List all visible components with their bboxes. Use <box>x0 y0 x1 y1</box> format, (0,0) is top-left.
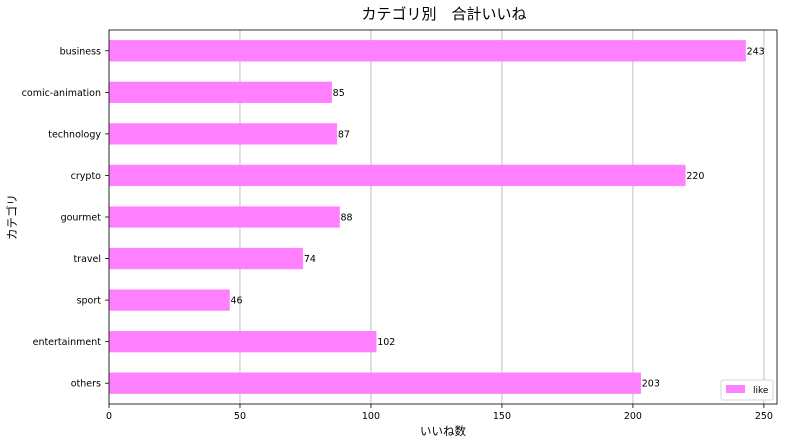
data-label-entertainment: 102 <box>377 337 395 348</box>
bars <box>108 40 746 394</box>
y-tick-label-others: others <box>71 379 101 390</box>
bar-entertainment <box>108 331 377 353</box>
x-tick-label-0: 0 <box>106 411 112 422</box>
data-label-business: 243 <box>747 46 765 57</box>
x-tick-label-200: 200 <box>624 411 642 422</box>
x-axis-label: いいね数 <box>420 424 466 438</box>
y-tick-label-gourmet: gourmet <box>61 213 102 224</box>
data-label-travel: 74 <box>304 254 316 265</box>
y-axis-ticks: business comic-animation technology crypto g… <box>22 46 109 390</box>
y-tick-label-technology: technology <box>48 129 101 140</box>
legend: like <box>720 379 774 401</box>
chart-title: カテゴリ別 合計いいね <box>361 5 526 23</box>
bar-comic-animation <box>108 81 332 103</box>
bar-business <box>108 40 746 62</box>
bar-others <box>108 372 642 394</box>
x-tick-label-100: 100 <box>362 411 380 422</box>
y-tick-label-comic-animation: comic-animation <box>22 88 101 99</box>
y-tick-label-travel: travel <box>73 254 101 265</box>
data-label-others: 203 <box>642 379 660 390</box>
y-tick-label-crypto: crypto <box>71 171 102 182</box>
x-tick-label-150: 150 <box>493 411 511 422</box>
legend-entry-label: like <box>753 386 769 396</box>
bar-crypto <box>108 164 686 187</box>
data-label-gourmet: 88 <box>341 213 353 224</box>
data-labels: 243 85 87 220 88 74 46 102 203 <box>231 46 765 389</box>
data-label-comic-animation: 85 <box>333 88 345 99</box>
legend-swatch <box>726 385 745 393</box>
y-tick-label-business: business <box>60 46 101 57</box>
x-tick-label-250: 250 <box>755 411 773 422</box>
bar-sport <box>108 289 230 311</box>
x-axis-ticks: 0 50 100 150 200 250 <box>106 404 773 422</box>
bar-technology <box>108 123 338 145</box>
x-tick-label-50: 50 <box>234 411 246 422</box>
bar-gourmet <box>108 206 340 228</box>
data-label-crypto: 220 <box>686 171 704 182</box>
bar-travel <box>108 247 304 270</box>
y-axis-label: カテゴリ <box>5 194 19 240</box>
y-tick-label-entertainment: entertainment <box>33 337 102 348</box>
data-label-technology: 87 <box>338 129 350 140</box>
y-tick-label-sport: sport <box>77 296 102 307</box>
data-label-sport: 46 <box>231 296 243 307</box>
